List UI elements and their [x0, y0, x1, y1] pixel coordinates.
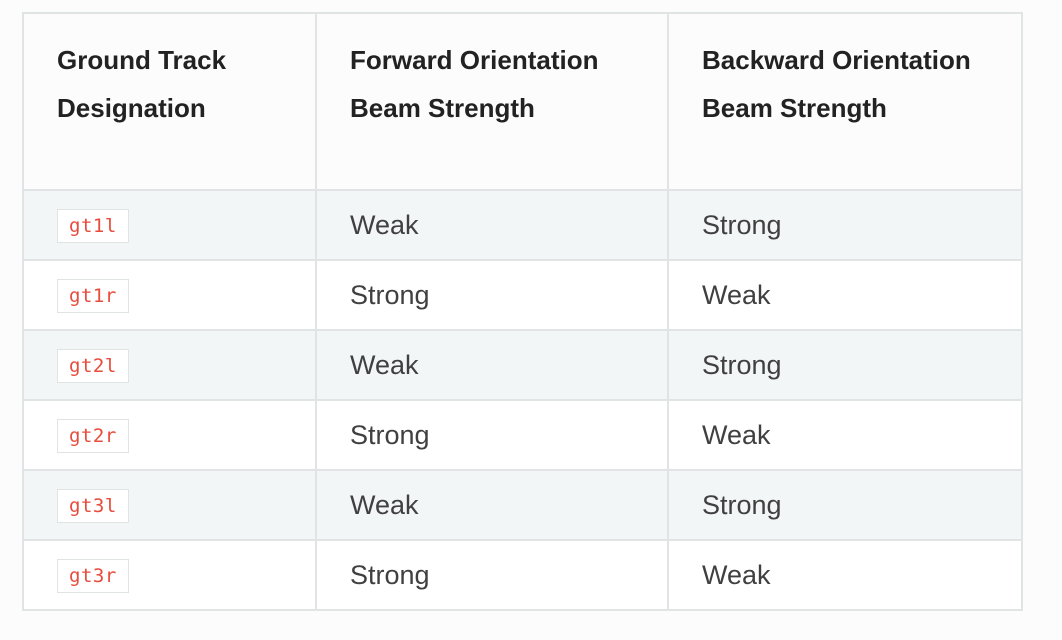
backward-strength-cell: Weak: [667, 259, 1023, 331]
track-cell: gt1l: [22, 189, 317, 261]
track-code: gt1r: [57, 278, 129, 313]
backward-strength-cell: Strong: [667, 469, 1023, 541]
header-forward-orientation: Forward Orientation Beam Strength: [315, 12, 669, 191]
backward-strength-cell: Strong: [667, 329, 1023, 401]
table-row: gt3r Strong Weak: [22, 539, 1023, 611]
backward-strength-cell: Strong: [667, 189, 1023, 261]
header-ground-track-designation: Ground Track Designation: [22, 12, 317, 191]
header-line: Ground Track: [57, 45, 227, 75]
header-line: Beam Strength: [350, 93, 535, 123]
table-row: gt2r Strong Weak: [22, 399, 1023, 471]
header-line: Beam Strength: [702, 93, 887, 123]
track-code: gt3r: [57, 558, 129, 593]
track-cell: gt3l: [22, 469, 317, 541]
table-row: gt1r Strong Weak: [22, 259, 1023, 331]
track-cell: gt1r: [22, 259, 317, 331]
table-header: Ground Track Designation Forward Orienta…: [22, 12, 1023, 191]
header-line: Forward Orientation: [350, 45, 599, 75]
table-row: gt2l Weak Strong: [22, 329, 1023, 401]
track-cell: gt2r: [22, 399, 317, 471]
forward-strength-cell: Strong: [315, 539, 669, 611]
track-code: gt1l: [57, 208, 129, 243]
track-code: gt2l: [57, 348, 129, 383]
header-row: Ground Track Designation Forward Orienta…: [22, 12, 1023, 191]
table-body: gt1l Weak Strong gt1r Strong Weak gt2l W…: [22, 189, 1023, 611]
track-code: gt2r: [57, 418, 129, 453]
track-cell: gt2l: [22, 329, 317, 401]
forward-strength-cell: Weak: [315, 469, 669, 541]
table-row: gt3l Weak Strong: [22, 469, 1023, 541]
forward-strength-cell: Strong: [315, 259, 669, 331]
forward-strength-cell: Weak: [315, 189, 669, 261]
table-row: gt1l Weak Strong: [22, 189, 1023, 261]
backward-strength-cell: Weak: [667, 539, 1023, 611]
forward-strength-cell: Weak: [315, 329, 669, 401]
backward-strength-cell: Weak: [667, 399, 1023, 471]
beam-strength-table: Ground Track Designation Forward Orienta…: [22, 12, 1023, 611]
header-line: Designation: [57, 93, 206, 123]
header-backward-orientation: Backward Orientation Beam Strength: [667, 12, 1023, 191]
forward-strength-cell: Strong: [315, 399, 669, 471]
track-cell: gt3r: [22, 539, 317, 611]
header-line: Backward Orientation: [702, 45, 971, 75]
track-code: gt3l: [57, 488, 129, 523]
